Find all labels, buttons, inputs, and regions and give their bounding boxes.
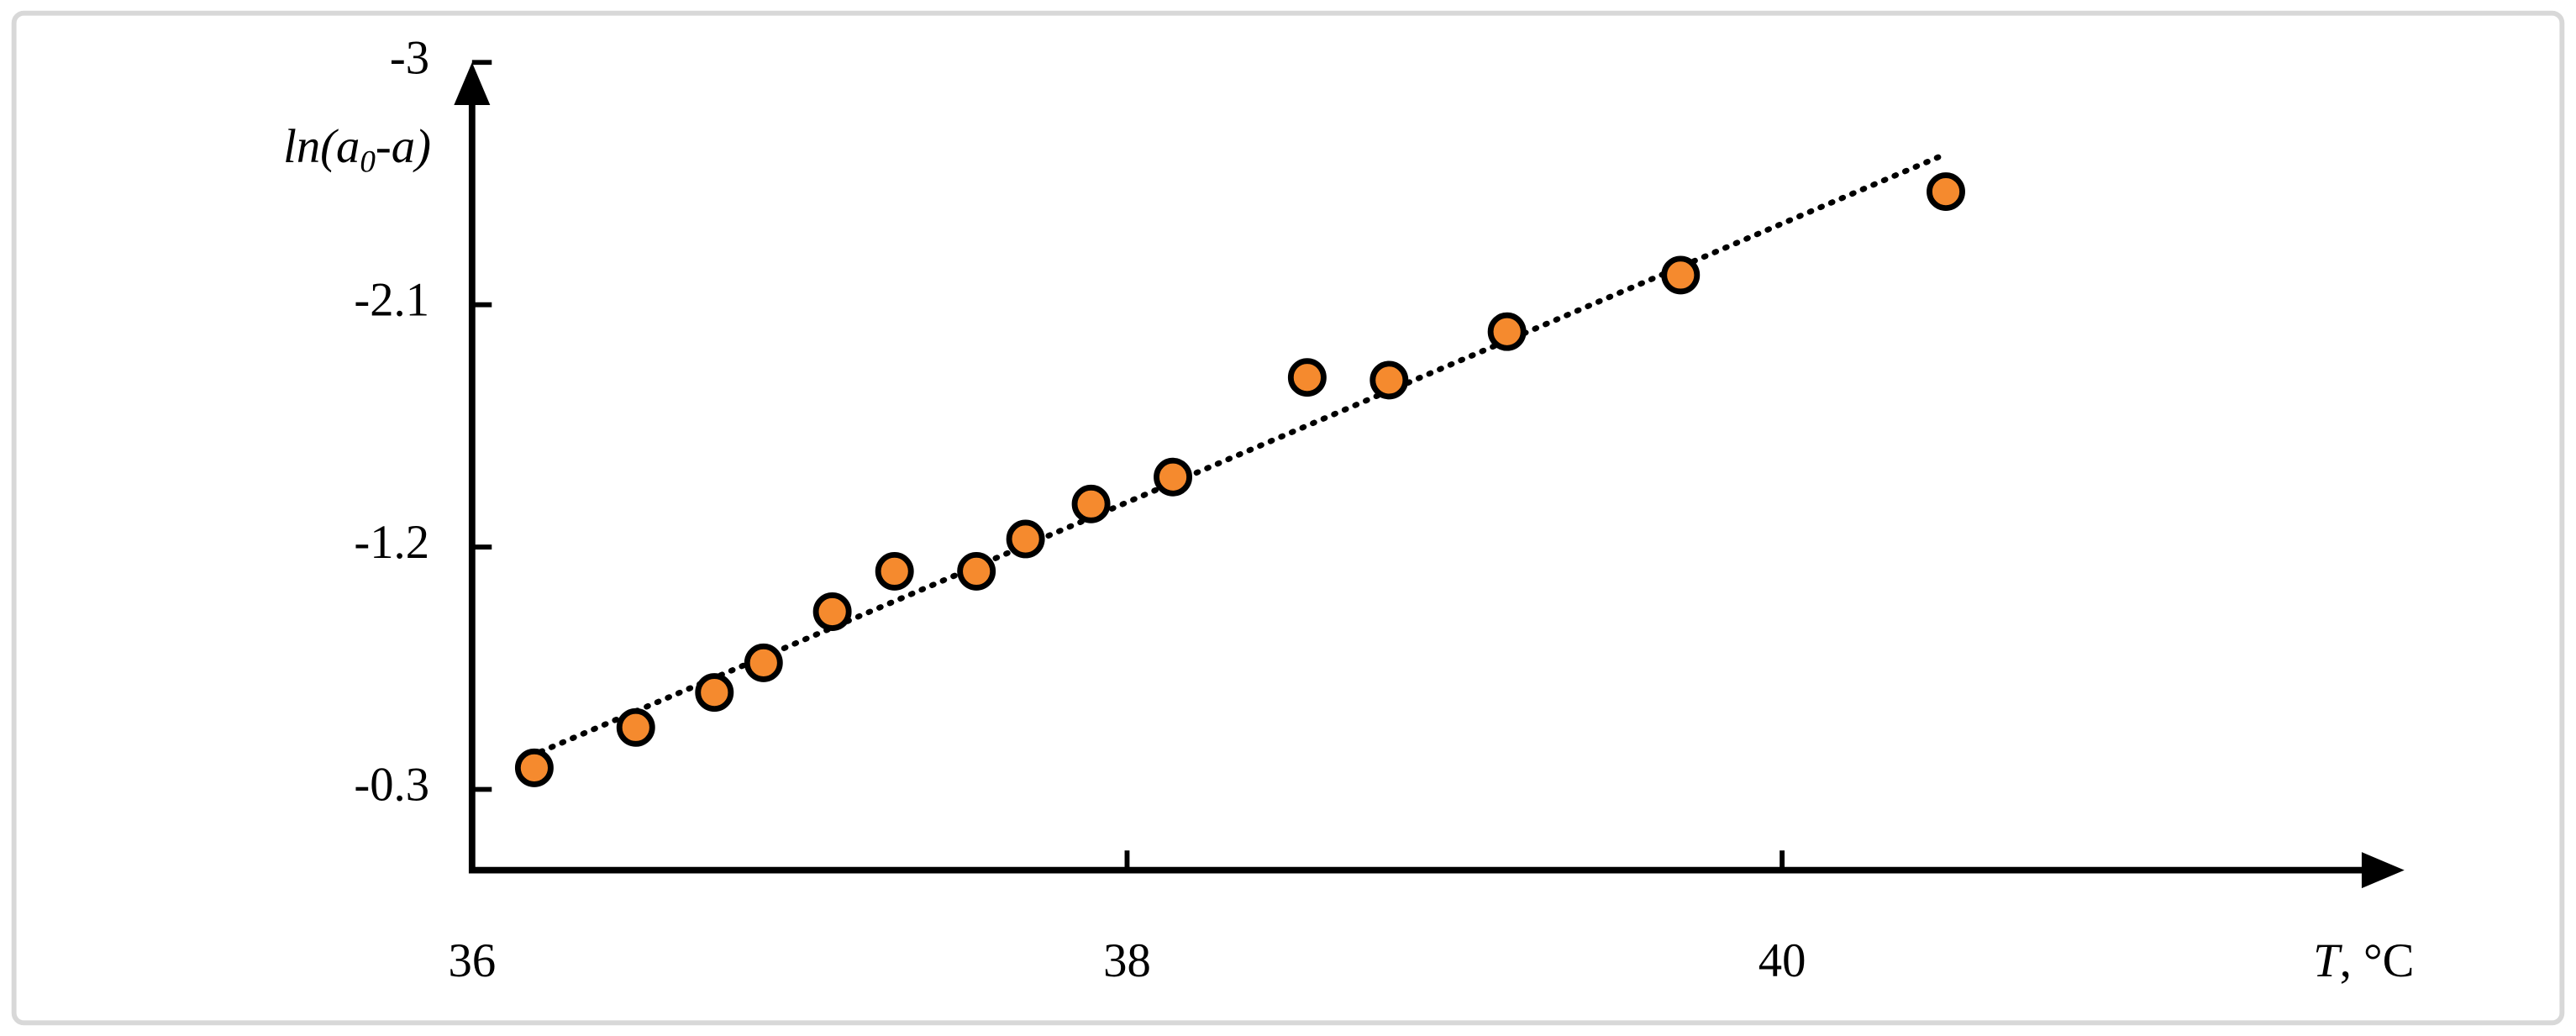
- frame: [11, 10, 2565, 1026]
- x-label-unit: , °C: [2340, 935, 2415, 987]
- point: [1154, 457, 1193, 497]
- point: [514, 748, 554, 787]
- y-tick-label: -3: [390, 32, 429, 84]
- y-tick-label: -2.1: [354, 275, 429, 327]
- y-label-tail: -a): [376, 121, 431, 173]
- x-tick-label: 38: [1103, 935, 1151, 987]
- point: [957, 551, 996, 591]
- x-axis-arrow: [2361, 852, 2405, 889]
- point: [1006, 519, 1045, 559]
- point: [695, 673, 734, 713]
- point: [1661, 255, 1701, 295]
- y-axis-arrow: [454, 62, 491, 106]
- x-axis-label: T, °C: [2313, 935, 2414, 987]
- point: [1071, 484, 1111, 523]
- x-label-var: T: [2313, 935, 2342, 987]
- point: [616, 707, 655, 747]
- y-tick-label: -0.3: [354, 760, 429, 812]
- point: [812, 592, 852, 631]
- x-tick-label: 40: [1759, 935, 1806, 987]
- x-tick-label: 36: [449, 935, 497, 987]
- y-tick-label: -1.2: [354, 517, 429, 569]
- point: [1287, 358, 1327, 397]
- point: [1369, 360, 1409, 400]
- point: [744, 643, 783, 682]
- point: [1927, 172, 1965, 212]
- point: [1487, 312, 1527, 351]
- y-label-sub: 0: [360, 145, 376, 179]
- y-label-head: ln(a: [283, 121, 360, 173]
- point: [875, 551, 914, 591]
- y-axis-label: ln(a0-a): [283, 121, 431, 179]
